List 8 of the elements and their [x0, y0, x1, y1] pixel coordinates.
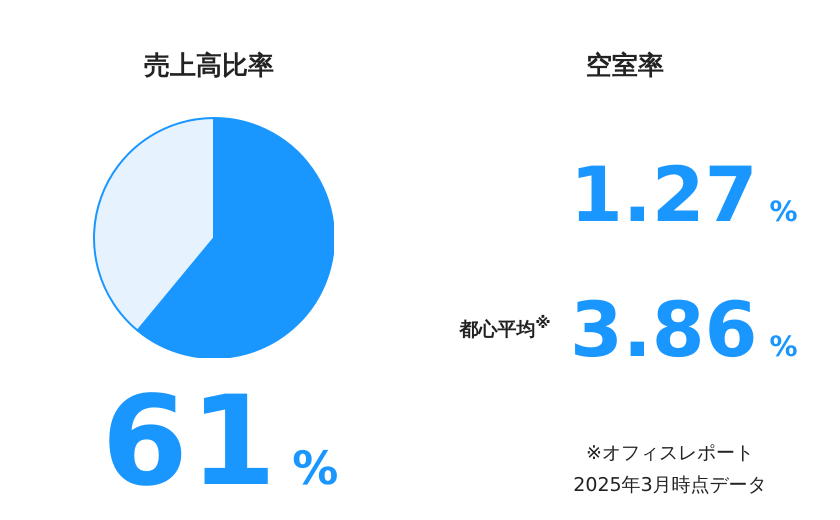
- data-label: 1.27%: [570, 150, 798, 239]
- category-label: 都心平均$^{※}$: [458, 313, 552, 342]
- data-label: 3.86%: [570, 285, 798, 374]
- text: ※オフィスレポート: [585, 441, 755, 466]
- chart-title: 売上高比率: [143, 50, 275, 83]
- data-label: 61%: [102, 370, 338, 514]
- text: 空室率: [585, 50, 665, 83]
- text: 2025年3月時点データ: [572, 473, 768, 498]
